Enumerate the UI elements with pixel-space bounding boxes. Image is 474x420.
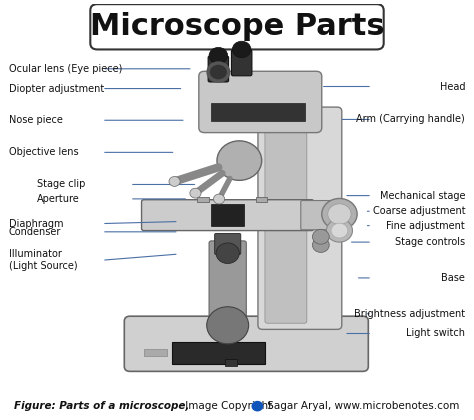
Circle shape (327, 219, 353, 242)
Text: Aperture: Aperture (37, 194, 80, 204)
FancyBboxPatch shape (124, 316, 368, 371)
Bar (211, 103, 304, 121)
Text: Ocular lens (Eye piece): Ocular lens (Eye piece) (9, 64, 122, 74)
FancyBboxPatch shape (301, 200, 341, 230)
Text: Microscope Parts: Microscope Parts (90, 12, 384, 41)
Circle shape (312, 238, 329, 252)
FancyBboxPatch shape (208, 56, 228, 82)
Text: Diaphragm: Diaphragm (9, 218, 64, 228)
Text: Objective lens: Objective lens (9, 147, 79, 158)
Circle shape (331, 223, 348, 238)
Circle shape (322, 199, 357, 230)
Text: Brightness adjustment: Brightness adjustment (354, 309, 465, 319)
Bar (211, 204, 244, 226)
Text: Coarse adjustment: Coarse adjustment (373, 206, 465, 216)
FancyBboxPatch shape (209, 241, 246, 327)
Bar (144, 349, 167, 356)
Text: Light switch: Light switch (406, 328, 465, 339)
Text: Arm (Carrying handle): Arm (Carrying handle) (356, 114, 465, 124)
Text: Nose piece: Nose piece (9, 115, 63, 125)
Text: Mechanical stage: Mechanical stage (380, 191, 465, 201)
Text: C: C (255, 404, 260, 409)
Text: Condenser: Condenser (9, 227, 61, 237)
Circle shape (216, 243, 239, 263)
Circle shape (328, 204, 351, 224)
FancyBboxPatch shape (215, 234, 241, 255)
FancyBboxPatch shape (91, 4, 383, 50)
Text: Image Copyright: Image Copyright (182, 401, 276, 411)
Circle shape (213, 194, 225, 204)
Text: Stage clip: Stage clip (37, 179, 85, 189)
Text: Figure: Parts of a microscope,: Figure: Parts of a microscope, (14, 401, 190, 411)
Text: Fine adjustment: Fine adjustment (386, 220, 465, 231)
Text: Diopter adjustment: Diopter adjustment (9, 84, 104, 94)
Circle shape (209, 47, 228, 64)
FancyBboxPatch shape (142, 200, 314, 231)
FancyBboxPatch shape (258, 107, 342, 329)
Bar (225, 359, 237, 366)
Text: Illuminator
(Light Source): Illuminator (Light Source) (9, 249, 77, 271)
Bar (255, 197, 267, 202)
Text: Head: Head (440, 81, 465, 92)
FancyBboxPatch shape (199, 71, 322, 133)
Circle shape (217, 141, 262, 180)
Circle shape (232, 41, 251, 58)
Text: Stage controls: Stage controls (395, 237, 465, 247)
Circle shape (207, 307, 249, 344)
FancyBboxPatch shape (265, 113, 307, 323)
FancyBboxPatch shape (172, 342, 265, 365)
Circle shape (190, 188, 201, 198)
FancyBboxPatch shape (231, 50, 252, 76)
Text: Sagar Aryal, www.microbenotes.com: Sagar Aryal, www.microbenotes.com (264, 401, 460, 411)
Circle shape (312, 229, 329, 244)
Text: Base: Base (441, 273, 465, 283)
Circle shape (169, 176, 180, 186)
Bar (197, 197, 209, 202)
